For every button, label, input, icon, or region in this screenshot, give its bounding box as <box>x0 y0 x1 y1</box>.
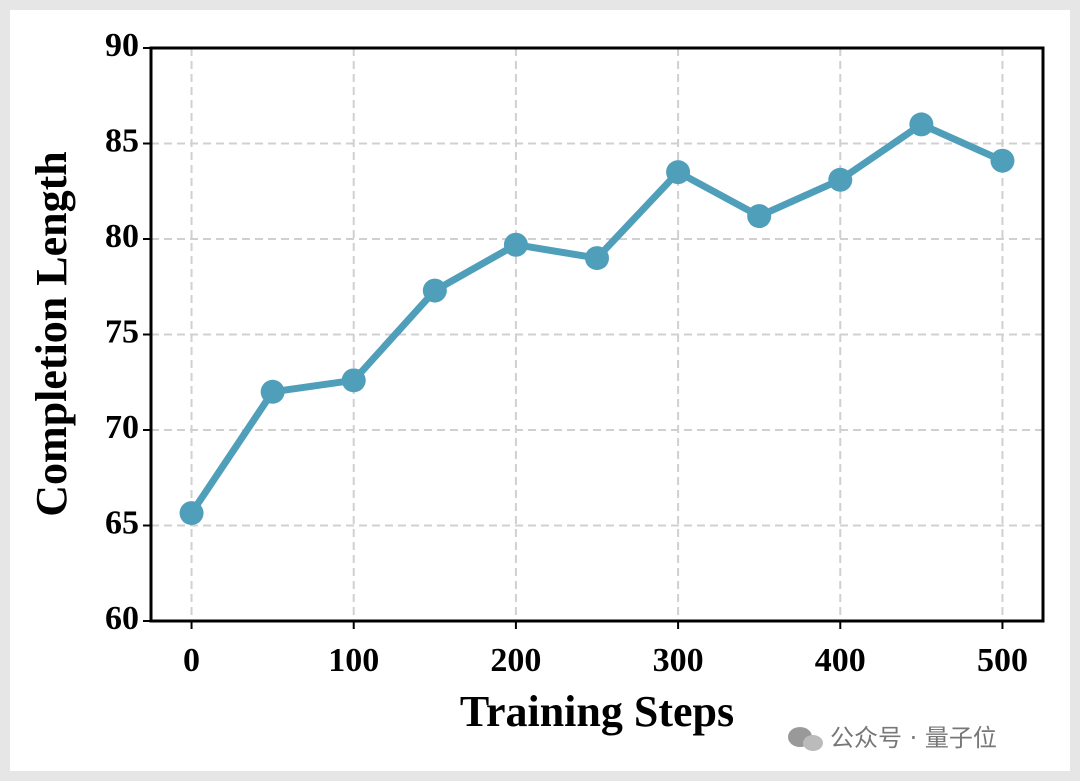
point <box>260 379 285 404</box>
point <box>341 368 366 393</box>
point <box>909 112 934 137</box>
x-tick-label: 500 <box>977 642 1028 679</box>
marks <box>179 112 1015 526</box>
y-tick-label: 70 <box>105 409 139 446</box>
point <box>990 148 1015 173</box>
x-tick-label: 100 <box>328 642 379 679</box>
point <box>422 278 447 303</box>
grid <box>151 47 1043 622</box>
x-axis-title: Training Steps <box>460 687 734 736</box>
y-tick-label: 85 <box>105 122 139 159</box>
watermark-group: 公众号 · 量子位 <box>788 724 997 752</box>
point <box>585 246 609 271</box>
point <box>179 501 204 526</box>
point <box>666 160 691 185</box>
panel <box>10 10 1070 771</box>
x-tick-label: 300 <box>653 642 704 679</box>
watermark: 公众号 · 量子位 <box>830 724 997 752</box>
x-tick-label: 200 <box>490 642 541 679</box>
y-axis-title: Completion Length <box>27 151 76 516</box>
y-tick-label: 65 <box>105 504 139 541</box>
point <box>747 204 772 229</box>
y-tick-label: 80 <box>105 218 139 255</box>
y-tick-label: 60 <box>105 600 139 637</box>
y-tick-label: 75 <box>105 313 139 350</box>
x-tick-label: 0 <box>183 642 200 679</box>
y-tick-label: 90 <box>105 27 139 64</box>
x-tick-label: 400 <box>815 642 866 679</box>
point <box>503 232 528 257</box>
watermark-icon <box>803 735 823 751</box>
point <box>828 167 853 192</box>
